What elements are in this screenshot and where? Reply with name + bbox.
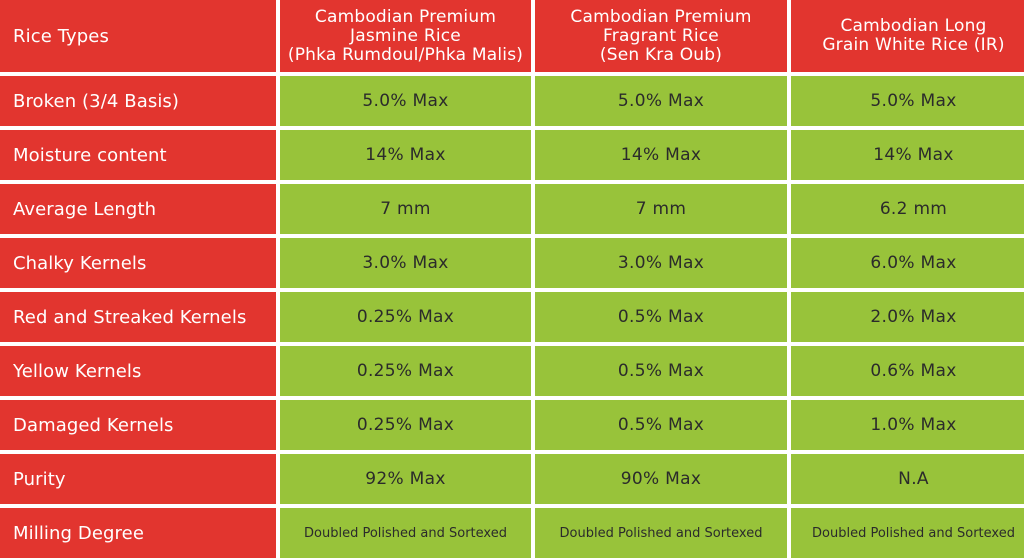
header-fragrant-rice: Cambodian Premium Fragrant Rice (Sen Kra… <box>535 0 787 72</box>
table-cell: 0.5% Max <box>535 346 787 396</box>
table-cell: 14% Max <box>280 130 531 180</box>
table-cell: 2.0% Max <box>791 292 1024 342</box>
row-label: Purity <box>0 454 276 504</box>
table-cell: 0.25% Max <box>280 346 531 396</box>
table-cell: Doubled Polished and Sortexed <box>280 508 531 558</box>
header-line: Jasmine Rice <box>350 25 461 46</box>
table-cell: 0.25% Max <box>280 292 531 342</box>
table-cell: 92% Max <box>280 454 531 504</box>
table-cell: 14% Max <box>535 130 787 180</box>
header-jasmine-rice: Cambodian Premium Jasmine Rice (Phka Rum… <box>280 0 531 72</box>
table-cell: 6.2 mm <box>791 184 1024 234</box>
row-label: Broken (3/4 Basis) <box>0 76 276 126</box>
table-cell: 0.5% Max <box>535 400 787 450</box>
table-cell: 3.0% Max <box>535 238 787 288</box>
row-label: Milling Degree <box>0 508 276 558</box>
table-cell: 5.0% Max <box>280 76 531 126</box>
row-label: Yellow Kernels <box>0 346 276 396</box>
header-line: (Phka Rumdoul/Phka Malis) <box>287 44 524 65</box>
header-line: Cambodian Premium <box>570 6 752 27</box>
table-cell: 0.5% Max <box>535 292 787 342</box>
row-label: Average Length <box>0 184 276 234</box>
header-line: Grain White Rice (IR) <box>822 35 1005 55</box>
header-long-grain-rice: Cambodian Long Grain White Rice (IR) <box>791 0 1024 72</box>
row-label: Chalky Kernels <box>0 238 276 288</box>
table-cell: 7 mm <box>535 184 787 234</box>
header-line: (Sen Kra Oub) <box>599 44 723 65</box>
table-cell: 90% Max <box>535 454 787 504</box>
header-line: Fragrant Rice <box>603 25 719 46</box>
table-cell: 6.0% Max <box>791 238 1024 288</box>
row-label: Damaged Kernels <box>0 400 276 450</box>
table-cell: 3.0% Max <box>280 238 531 288</box>
table-cell: 1.0% Max <box>791 400 1024 450</box>
header-rice-types: Rice Types <box>0 0 276 72</box>
table-cell: 7 mm <box>280 184 531 234</box>
row-label: Moisture content <box>0 130 276 180</box>
row-label: Red and Streaked Kernels <box>0 292 276 342</box>
table-cell: 0.25% Max <box>280 400 531 450</box>
header-line: Cambodian Long <box>840 16 987 36</box>
header-line: Cambodian Premium <box>314 6 497 27</box>
table-cell: 0.6% Max <box>791 346 1024 396</box>
table-cell: N.A <box>791 454 1024 504</box>
table-cell: Doubled Polished and Sortexed <box>791 508 1024 558</box>
table-cell: 14% Max <box>791 130 1024 180</box>
table-cell: 5.0% Max <box>535 76 787 126</box>
table-cell: Doubled Polished and Sortexed <box>535 508 787 558</box>
table-cell: 5.0% Max <box>791 76 1024 126</box>
